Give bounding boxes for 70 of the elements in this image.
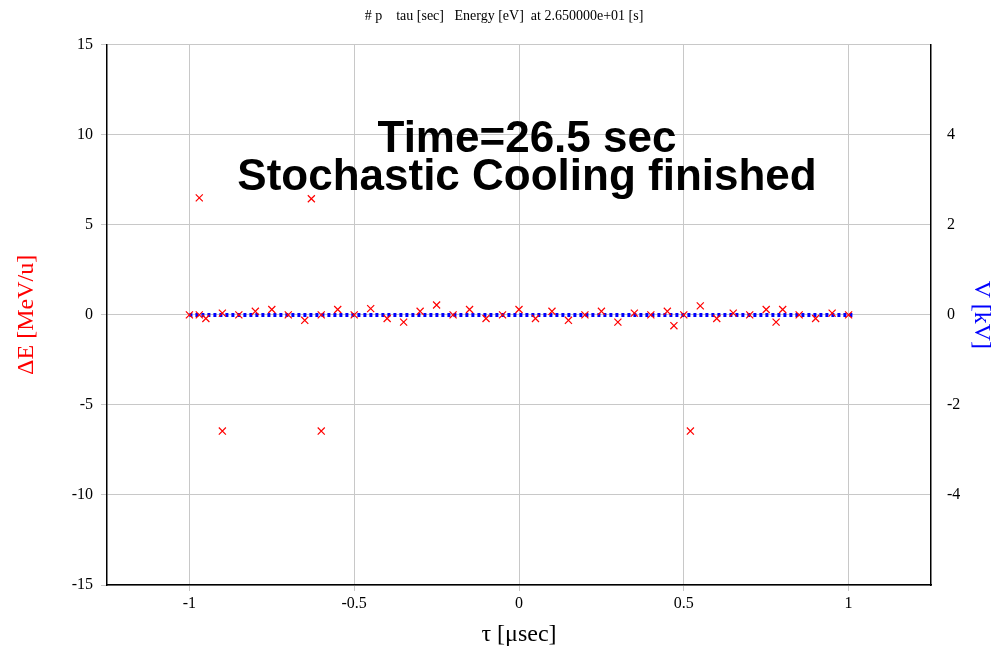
point [317, 426, 326, 436]
point [366, 304, 375, 313]
y-axis-title: ΔE [MeV/u] [11, 254, 38, 375]
y-tick-label: -5 [79, 395, 93, 413]
chart-title: # p tau [sec] Energy [eV] at 2.650000e+01 [s] [364, 8, 644, 24]
y-tick-label: 0 [85, 305, 93, 323]
point [448, 310, 458, 320]
y2-tick-label: -4 [947, 485, 961, 503]
point [267, 305, 276, 314]
point [771, 317, 781, 327]
point [531, 314, 540, 323]
y-tick-label: 5 [85, 215, 93, 233]
y-tick-label: 15 [77, 35, 93, 52]
point [218, 308, 227, 318]
y2-tick-label: 2 [947, 215, 955, 233]
point [580, 310, 590, 320]
point [317, 310, 326, 320]
y2-tick-label: 0 [947, 305, 955, 323]
y2-tick-label: 4 [947, 125, 955, 143]
x-tick-label: 1 [844, 593, 853, 611]
point [201, 314, 211, 323]
point [663, 307, 672, 316]
point [195, 310, 204, 320]
point [350, 310, 359, 320]
point [613, 317, 623, 327]
point [251, 307, 260, 316]
y-tick-label: -10 [71, 485, 93, 503]
x-axis-title: τ [μsec] [481, 619, 557, 646]
point [762, 305, 771, 314]
point [514, 305, 524, 314]
point [284, 310, 293, 320]
point [195, 193, 204, 202]
point [646, 310, 655, 320]
point [415, 307, 425, 316]
point [399, 317, 408, 327]
y2-axis-title: V [kV] [970, 280, 997, 350]
point [300, 316, 309, 325]
point [679, 310, 688, 320]
point [686, 426, 695, 436]
point [778, 305, 787, 314]
point [669, 321, 679, 330]
x-tick-label: -0.5 [341, 593, 367, 611]
point [383, 314, 392, 323]
point [432, 300, 441, 310]
point [844, 310, 853, 320]
point [729, 308, 738, 318]
point [333, 305, 342, 314]
y2-tick-label: -2 [947, 395, 961, 413]
y-tick-label: 10 [77, 125, 93, 143]
point [218, 426, 227, 436]
point [481, 314, 491, 323]
point [696, 301, 705, 311]
point [564, 316, 573, 325]
point [827, 308, 837, 318]
point [630, 308, 639, 318]
y-tick-label: -15 [71, 575, 93, 593]
point [745, 310, 754, 320]
point [307, 194, 316, 203]
point [712, 314, 721, 323]
point [547, 307, 557, 316]
x-tick-label: 0.5 [673, 593, 694, 611]
point [498, 310, 507, 320]
x-tick-label: -1 [182, 593, 197, 611]
point [795, 310, 804, 320]
point [811, 314, 820, 323]
point [234, 310, 243, 320]
x-tick-label: 0 [515, 593, 523, 611]
point [185, 310, 194, 320]
point [597, 307, 606, 316]
point [465, 305, 474, 314]
